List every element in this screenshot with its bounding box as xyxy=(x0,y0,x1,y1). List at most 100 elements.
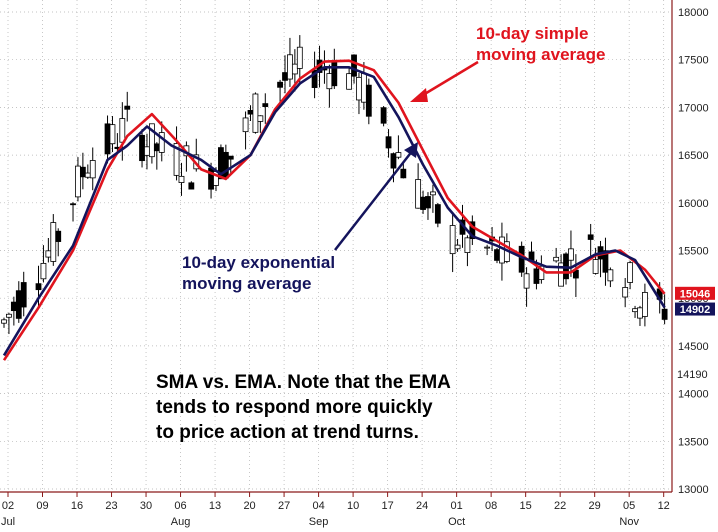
note-annotation-line-1: SMA vs. EMA. Note that the EMA xyxy=(156,372,451,393)
y-tick-label: 17000 xyxy=(678,102,709,114)
candle-body xyxy=(70,203,76,206)
candle-body xyxy=(622,287,629,298)
candle-body xyxy=(45,250,52,258)
candle-body xyxy=(632,308,638,313)
candle-body xyxy=(15,290,22,319)
candle-body xyxy=(222,151,229,179)
candle-body xyxy=(331,61,338,87)
candle-body xyxy=(50,222,57,262)
x-tick-label: 30 xyxy=(140,500,152,512)
x-tick-label: 12 xyxy=(658,500,670,512)
note-annotation-line-3: to price action at trend turns. xyxy=(156,422,419,443)
candle-body xyxy=(144,146,150,156)
ema-annotation-line-1: 10-day exponential xyxy=(182,253,335,272)
x-tick-label: 13 xyxy=(209,500,221,512)
candle-body xyxy=(602,250,609,273)
candle-body xyxy=(385,136,392,149)
x-tick-label: 22 xyxy=(554,500,566,512)
candle-body xyxy=(188,182,195,190)
x-tick-label: 04 xyxy=(312,500,324,512)
candle-body xyxy=(346,73,353,90)
candle-body xyxy=(400,168,407,179)
candle-body xyxy=(262,103,269,107)
candle-body xyxy=(356,76,362,101)
candle-body xyxy=(109,124,116,145)
last-value-badge xyxy=(675,302,715,316)
candle-body xyxy=(587,234,594,240)
candle-body xyxy=(296,46,303,69)
candle-body xyxy=(119,118,126,143)
candle-body xyxy=(523,273,530,289)
x-tick-label: 20 xyxy=(243,500,255,512)
candle-body xyxy=(287,54,293,80)
candle-body xyxy=(1,319,7,324)
sma-annotation-line-2: moving average xyxy=(476,45,605,64)
candle-body xyxy=(390,153,397,169)
candle-body xyxy=(454,244,461,250)
candle-body xyxy=(533,268,540,284)
candle-body xyxy=(484,246,491,249)
candle-body xyxy=(124,105,131,110)
y-tick-label: 15500 xyxy=(678,246,709,258)
candle-body xyxy=(311,69,318,88)
candle-body xyxy=(430,191,436,196)
x-month-label: Oct xyxy=(448,516,465,528)
x-tick-label: 05 xyxy=(623,500,635,512)
candle-body xyxy=(469,221,476,240)
candle-body xyxy=(627,262,634,283)
candle-body xyxy=(6,313,12,318)
candle-body xyxy=(139,134,145,162)
last-value-label: 14902 xyxy=(680,304,711,316)
candle-body xyxy=(360,73,367,103)
candle-body xyxy=(40,262,47,280)
x-month-label: Jul xyxy=(1,516,15,528)
candle-body xyxy=(277,81,283,88)
candle-body xyxy=(425,196,431,209)
candle-body xyxy=(178,175,185,183)
x-month-label: Aug xyxy=(171,516,191,528)
candle-body xyxy=(592,259,599,274)
y-tick-label: 14000 xyxy=(678,389,709,401)
x-month-label: Sep xyxy=(309,516,329,528)
candle-body xyxy=(538,265,545,280)
candle-body xyxy=(148,123,155,158)
x-tick-label: 10 xyxy=(347,500,359,512)
candle-body xyxy=(20,282,27,308)
candle-body xyxy=(494,249,500,261)
candle-body xyxy=(252,93,259,133)
candle-body xyxy=(282,72,288,81)
ema-arrow xyxy=(334,142,418,251)
y-tick-label: 18000 xyxy=(678,7,709,19)
sma-line xyxy=(2,59,666,361)
x-tick-label: 27 xyxy=(278,500,290,512)
candle-body xyxy=(89,160,96,179)
candle-body xyxy=(153,143,160,152)
candle-body xyxy=(642,292,648,317)
candle-body xyxy=(449,225,456,255)
candle-body xyxy=(568,248,574,261)
y-tick-label: 16000 xyxy=(678,198,709,210)
candle-body xyxy=(104,123,111,155)
sma-annotation-line-1: 10-day simple xyxy=(476,24,588,43)
x-tick-label: 15 xyxy=(520,500,532,512)
x-tick-label: 24 xyxy=(416,500,428,512)
y-tick-labels: 1300013500140001450015000155001600016500… xyxy=(678,7,709,496)
ema-annotation-line-2: moving average xyxy=(182,274,311,293)
candle-body xyxy=(637,307,643,319)
x-tick-label: 16 xyxy=(71,500,83,512)
x-tick-label: 23 xyxy=(105,500,117,512)
candle-body xyxy=(351,54,357,77)
candle-body xyxy=(607,269,614,282)
y-tick-label: 14500 xyxy=(678,341,709,353)
candle-body xyxy=(173,143,180,176)
candle-body xyxy=(10,301,17,312)
candle-body xyxy=(553,256,560,262)
candle-body xyxy=(464,237,471,253)
y-tick-label: 13500 xyxy=(678,436,709,448)
x-tick-label: 02 xyxy=(2,500,14,512)
candle-body xyxy=(326,73,333,90)
last-value-labels: 15046 14902 xyxy=(675,286,715,316)
y-tick-label: 16500 xyxy=(678,150,709,162)
x-tick-label: 06 xyxy=(174,500,186,512)
